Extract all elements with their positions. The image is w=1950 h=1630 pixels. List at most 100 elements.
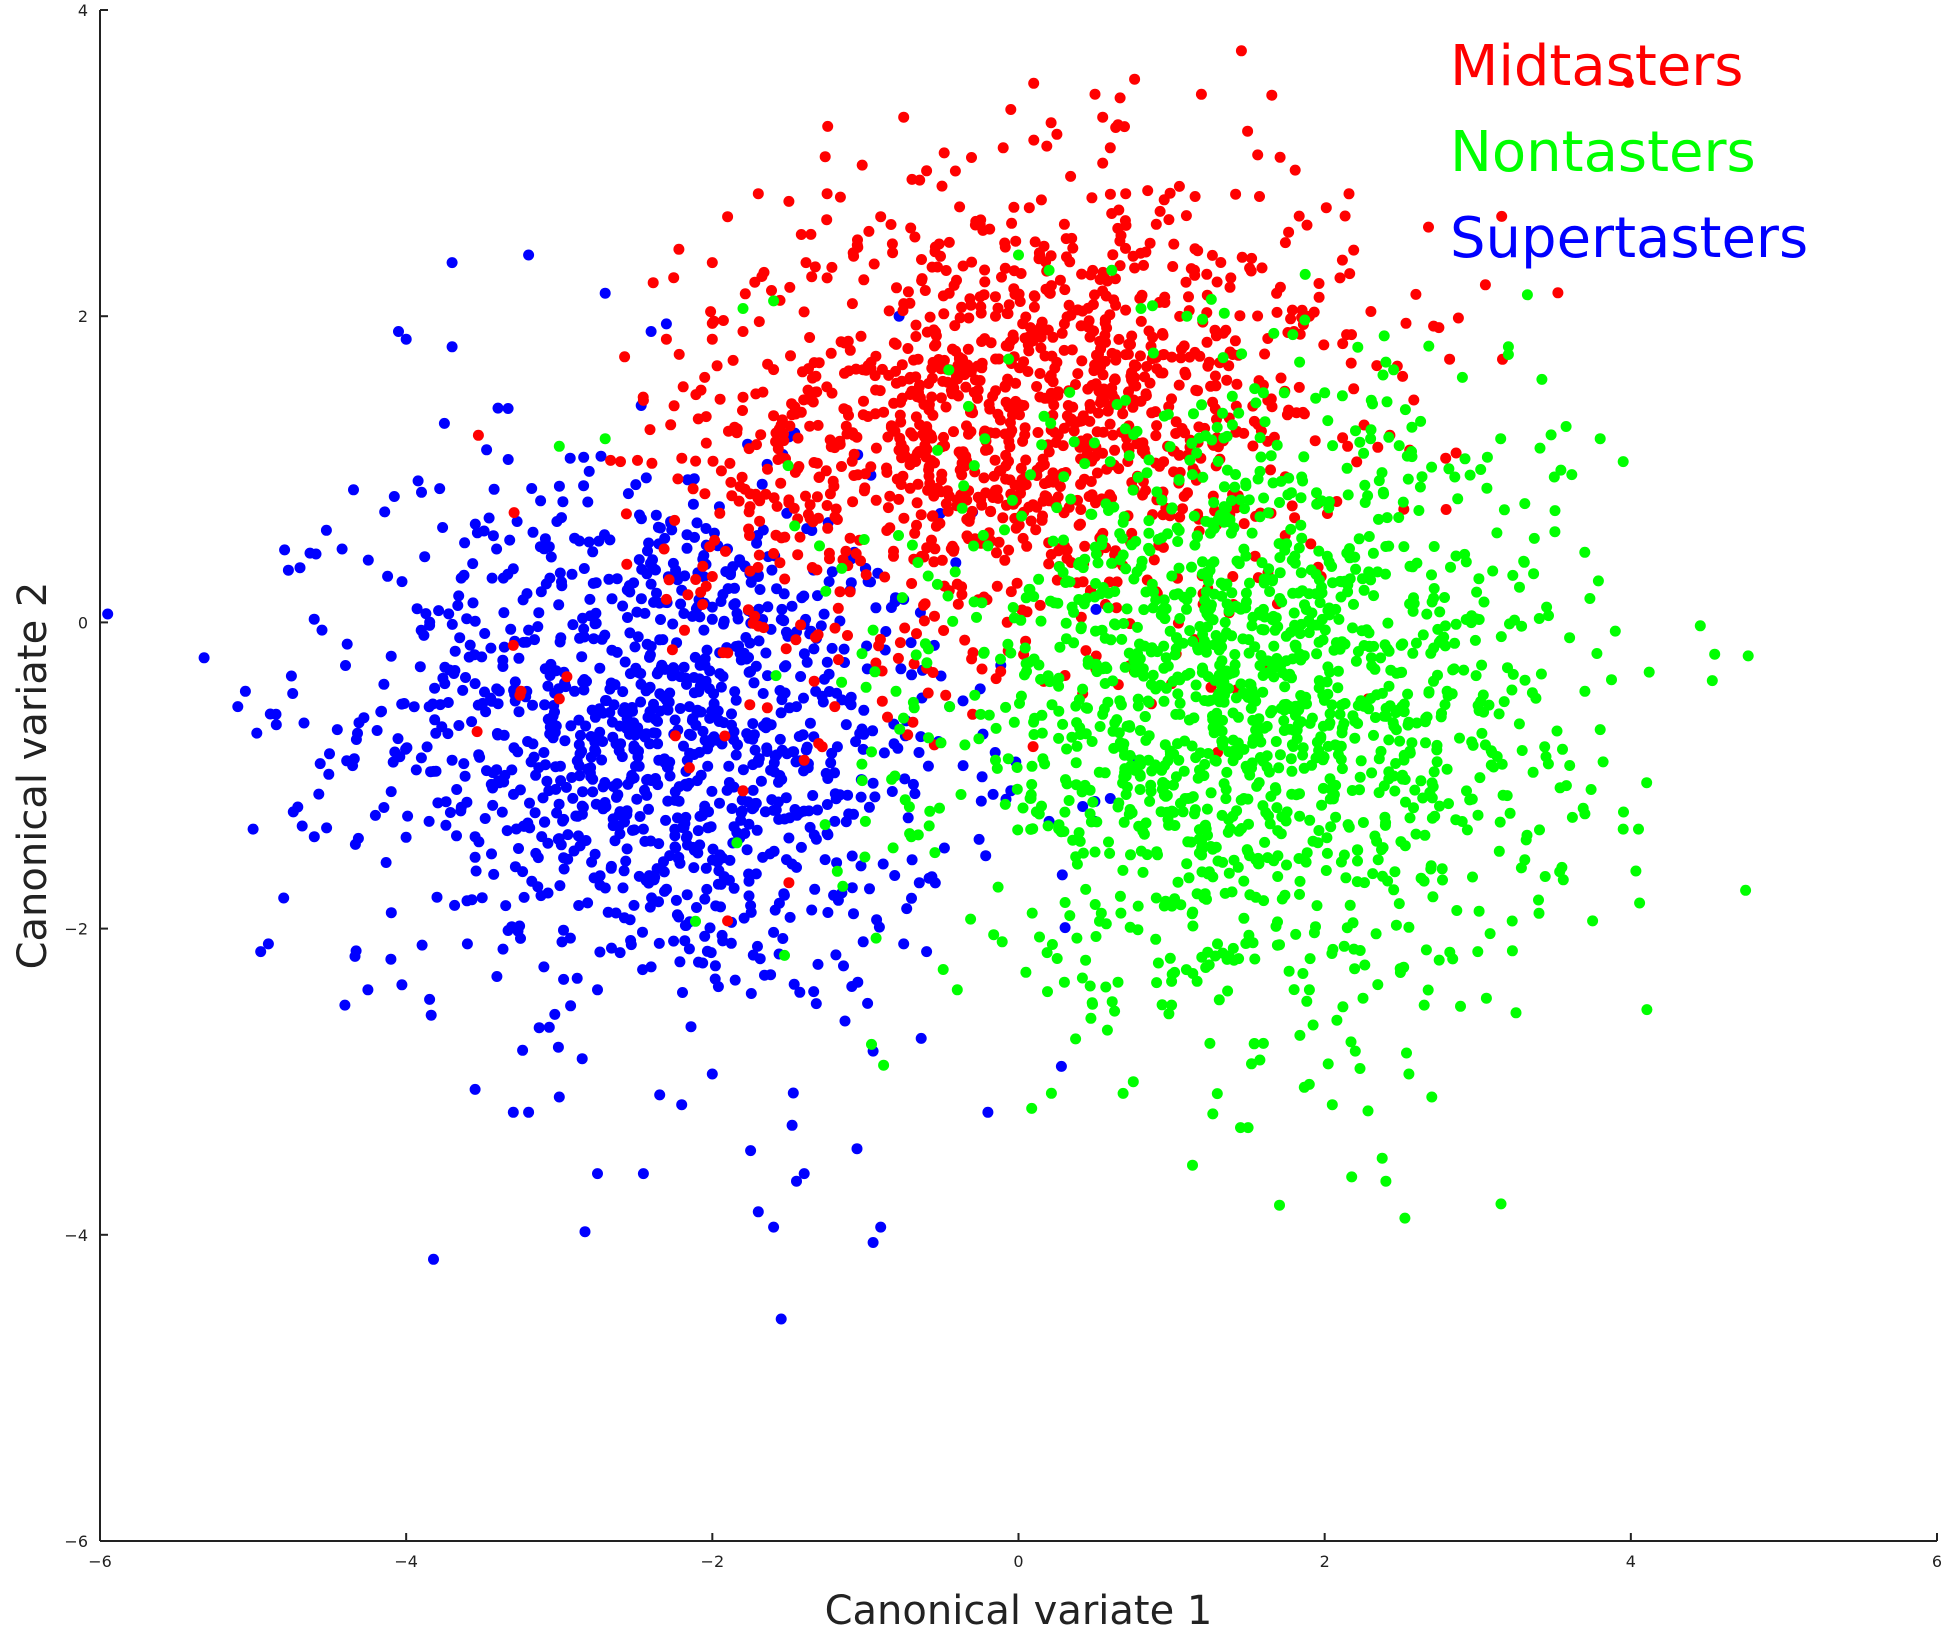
nontasters-point [1168,779,1179,791]
supertasters-point [614,947,626,959]
supertasters-point [745,1145,757,1157]
supertasters-point [371,725,383,736]
midtasters-point [938,308,950,320]
supertasters-point [550,783,562,795]
nontasters-point [1219,887,1231,899]
midtasters-point [989,454,1001,466]
midtasters-point [1028,77,1040,89]
nontasters-point [1564,760,1576,771]
nontasters-point [1473,905,1485,917]
midtasters-point [1035,194,1047,206]
nontasters-point [1193,833,1205,845]
supertasters-point [679,935,691,947]
nontasters-point [1330,779,1342,791]
supertasters-point [651,863,663,875]
nontasters-point [1190,691,1202,703]
midtasters-point [948,426,959,438]
midtasters-point [1622,76,1634,88]
nontasters-point [889,770,901,782]
supertasters-point [730,749,742,761]
supertasters-point [558,973,570,985]
supertasters-point [542,713,554,725]
supertasters-point [605,862,617,874]
midtasters-point [706,257,718,269]
nontasters-point [1263,563,1275,575]
midtasters-point [621,558,633,570]
midtasters-point [844,532,856,544]
supertasters-point [863,801,875,813]
nontasters-point [1186,469,1198,481]
nontasters-point [1008,612,1020,624]
midtasters-point [806,562,818,573]
nontasters-point [1026,907,1038,919]
midtasters-point [1150,218,1162,230]
midtasters-point [1097,111,1109,123]
midtasters-point [1008,265,1020,277]
supertasters-point [451,784,463,795]
nontasters-point [1288,984,1300,996]
nontasters-point [1043,264,1055,276]
midtasters-point [1045,250,1057,262]
nontasters-point [1221,430,1233,442]
nontasters-point [1202,748,1214,759]
nontasters-point [1207,843,1219,855]
nontasters-point [1187,906,1199,918]
nontasters-point [1128,573,1140,585]
nontasters-point [1104,847,1116,859]
nontasters-point [1045,595,1056,607]
nontasters-point [1097,708,1109,720]
nontasters-point [1435,711,1447,723]
supertasters-point [889,870,901,881]
midtasters-point [1076,355,1088,367]
nontasters-point [922,570,934,582]
nontasters-point [1495,631,1507,643]
supertasters-point [527,738,539,750]
nontasters-point [1080,883,1092,895]
supertasters-point [725,937,737,949]
nontasters-point [978,647,990,659]
supertasters-point [669,841,681,853]
nontasters-point [1265,707,1277,719]
supertasters-point [518,636,530,648]
nontasters-point [1354,771,1366,783]
nontasters-point [923,732,934,744]
nontasters-point [1197,662,1208,674]
midtasters-point [870,494,882,506]
nontasters-point [1232,861,1244,873]
nontasters-point [1289,550,1301,562]
nontasters-point [1147,669,1159,681]
supertasters-point [659,663,671,675]
midtasters-point [808,675,820,687]
nontasters-point [1415,775,1427,787]
midtasters-point [1104,418,1116,430]
midtasters-point [949,320,961,332]
supertasters-point [741,844,753,856]
midtasters-point [668,272,680,284]
midtasters-point [929,340,940,352]
midtasters-point [1289,164,1301,176]
nontasters-point [1498,696,1510,708]
nontasters-point [1084,980,1096,992]
supertasters-point [513,706,525,718]
nontasters-point [1398,698,1410,710]
midtasters-point [1123,386,1134,398]
nontasters-point [1145,679,1157,690]
nontasters-point [1419,716,1431,728]
supertasters-point [808,986,820,998]
nontasters-point [837,880,849,892]
nontasters-point [1303,984,1315,996]
supertasters-point [350,734,362,745]
midtasters-point [736,471,748,483]
supertasters-point [913,747,925,758]
nontasters-point [932,444,944,456]
supertasters-point [710,900,722,912]
nontasters-point [1281,859,1292,871]
supertasters-point [551,807,563,819]
supertasters-point [323,768,335,780]
nontasters-point [1173,562,1185,574]
nontasters-point [858,534,870,545]
midtasters-point [1090,497,1101,509]
midtasters-point [862,411,874,422]
supertasters-point [507,1106,519,1118]
